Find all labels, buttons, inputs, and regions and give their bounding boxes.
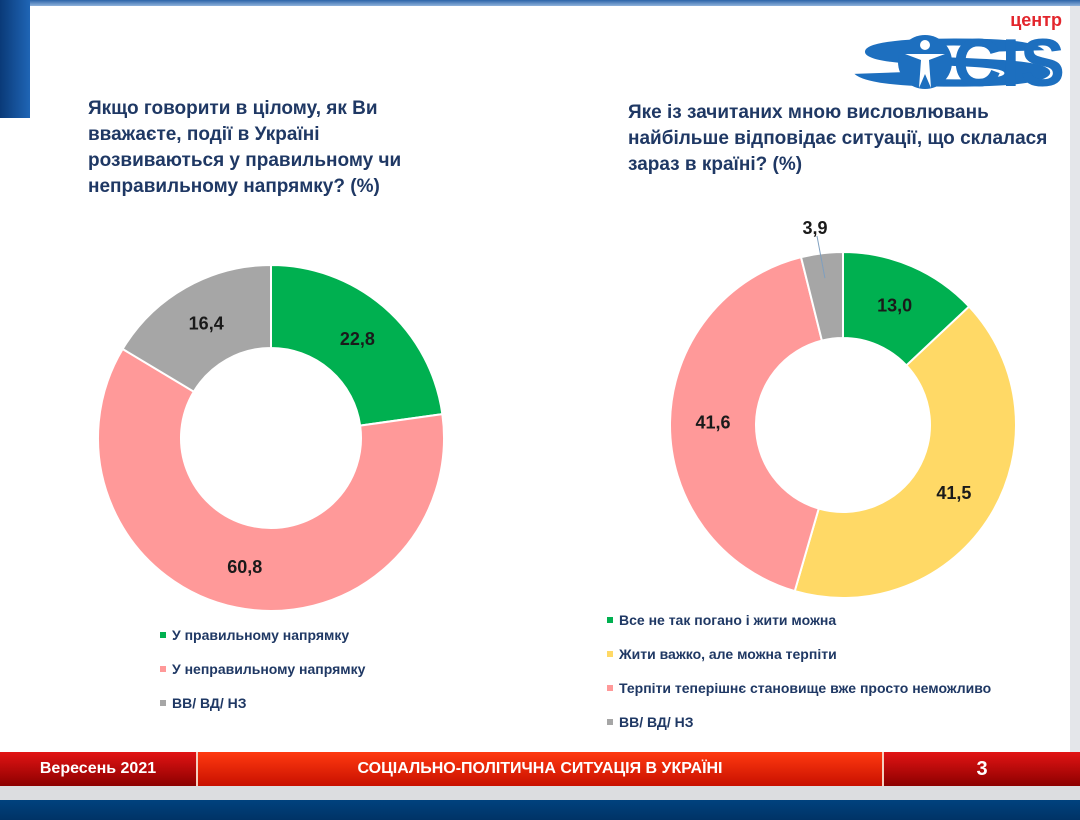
chart1-legend: У правильному напрямку У неправильному на… bbox=[160, 618, 365, 720]
legend-label: ВВ/ ВД/ НЗ bbox=[619, 714, 694, 730]
legend-swatch bbox=[160, 632, 166, 638]
chart2-slice-3 bbox=[799, 250, 844, 342]
chart1-data-label-2: 16,4 bbox=[189, 314, 224, 334]
legend-item: ВВ/ ВД/ НЗ bbox=[607, 705, 991, 739]
legend-swatch bbox=[607, 685, 613, 691]
top-bar bbox=[0, 0, 1080, 6]
chart2-leader-line-3 bbox=[816, 235, 826, 279]
right-strip bbox=[1070, 6, 1080, 752]
legend-label: Терпіти теперішнє становище вже просто н… bbox=[619, 680, 992, 696]
chart2-slice-1 bbox=[793, 305, 1017, 599]
footer-date: Вересень 2021 bbox=[0, 752, 198, 786]
chart1-data-label-1: 60,8 bbox=[227, 557, 262, 577]
page-number: 3 bbox=[884, 752, 1080, 786]
legend-item: У правильному напрямку bbox=[160, 618, 365, 652]
svg-text:S: S bbox=[845, 30, 1063, 92]
chart1-slice-0 bbox=[270, 263, 444, 427]
legend-swatch bbox=[607, 719, 613, 725]
legend-item: Терпіти теперішнє становище вже просто н… bbox=[607, 671, 991, 705]
svg-text:CIS: CIS bbox=[953, 30, 1065, 92]
socis-logo: центр S CIS bbox=[845, 10, 1070, 92]
chart2-data-label-2: 41,6 bbox=[695, 413, 730, 433]
left-accent-strip bbox=[0, 0, 30, 118]
footer-title: СОЦІАЛЬНО-ПОЛІТИЧНА СИТУАЦІЯ В УКРАЇНІ bbox=[198, 752, 884, 786]
chart1-title: Якщо говорити в цілому, як Ви вважаєте, … bbox=[88, 98, 402, 197]
legend-label: У правильному напрямку bbox=[172, 627, 350, 643]
footer-bar: Вересень 2021 СОЦІАЛЬНО-ПОЛІТИЧНА СИТУАЦ… bbox=[0, 752, 1080, 786]
footer-gray-band bbox=[0, 786, 1080, 800]
chart2-title: Яке із зачитаних мною висловлювань найбі… bbox=[628, 102, 1048, 175]
legend-item: У неправильному напрямку bbox=[160, 652, 365, 686]
chart2-data-label-3: 3,9 bbox=[802, 218, 827, 238]
legend-swatch bbox=[160, 666, 166, 672]
legend-item: Все не так погано і жити можна bbox=[607, 603, 991, 637]
legend-item: Жити важко, але можна терпіти bbox=[607, 637, 991, 671]
legend-label: Жити важко, але можна терпіти bbox=[619, 646, 837, 662]
chart2-data-label-1: 41,5 bbox=[936, 483, 971, 503]
legend-swatch bbox=[160, 700, 166, 706]
chart1-slice-2 bbox=[121, 263, 272, 394]
legend-label: Все не так погано і жити можна bbox=[619, 612, 837, 628]
chart1-slice-1 bbox=[97, 347, 445, 612]
legend-label: ВВ/ ВД/ НЗ bbox=[172, 695, 247, 711]
chart2-data-label-0: 13,0 bbox=[877, 296, 912, 316]
chart2-slice-2 bbox=[669, 255, 824, 593]
logo-small-text: центр bbox=[1010, 10, 1062, 30]
chart1-data-label-0: 22,8 bbox=[340, 329, 375, 349]
donut-charts: 22,8 60,8 16,4 13,0 41,5 41,6 3,9 bbox=[97, 218, 1017, 612]
legend-swatch bbox=[607, 651, 613, 657]
legend-item: ВВ/ ВД/ НЗ bbox=[160, 686, 365, 720]
footer-blue-band bbox=[0, 800, 1080, 820]
chart2-legend: Все не так погано і жити можна Жити важко… bbox=[607, 603, 991, 739]
legend-label: У неправильному напрямку bbox=[172, 661, 366, 677]
legend-swatch bbox=[607, 617, 613, 623]
socis-logo-mark: S CIS bbox=[845, 30, 1065, 92]
